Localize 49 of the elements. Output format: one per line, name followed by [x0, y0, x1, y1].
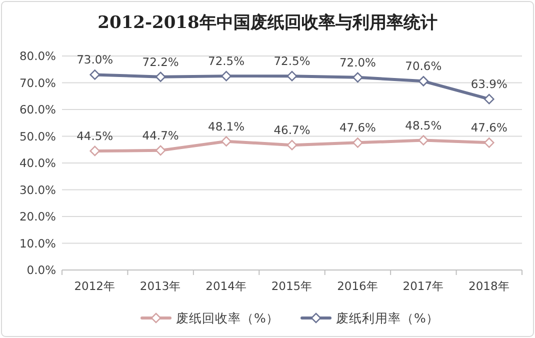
point [90, 70, 100, 80]
x-tick-label: 2013年 [140, 279, 182, 293]
point [418, 76, 429, 86]
point [90, 146, 100, 156]
data-label: 73.0% [76, 52, 114, 67]
point [155, 145, 166, 156]
y-tick-label: 20.0% [19, 210, 56, 224]
legend-item: 废纸利用率（%） [300, 310, 439, 326]
y-tick-label: 30.0% [19, 182, 56, 197]
point [286, 70, 298, 82]
y-tick-label: 80.0% [19, 49, 56, 63]
data-label: 72.2% [142, 54, 179, 69]
legend-label: 废纸利用率（%） [336, 310, 439, 326]
data-label: 44.5% [76, 128, 114, 143]
data-label: 48.1% [208, 119, 245, 134]
y-tick-label: 0.0% [26, 263, 56, 277]
legend-label: 废纸回收率（%） [176, 310, 279, 326]
x-tick-label: 2017年 [402, 279, 444, 293]
data-label: 48.5% [405, 118, 442, 132]
x-tick-label: 2015年 [271, 279, 313, 293]
y-tick-label: 70.0% [19, 76, 56, 90]
x-tick-label: 2014年 [206, 279, 247, 293]
point [352, 138, 363, 148]
data-label: 72.5% [274, 54, 310, 68]
y-tick-label: 40.0% [19, 156, 56, 170]
y-tick-label: 60.0% [19, 102, 56, 116]
y-tick-label: 50.0% [19, 129, 56, 144]
point [221, 136, 232, 146]
legend-item: 废纸回收率（%） [140, 310, 279, 326]
data-label: 72.5% [208, 54, 245, 68]
point [221, 70, 232, 82]
x-tick-label: 2018年 [468, 279, 510, 293]
data-label: 44.7% [142, 128, 179, 142]
point [352, 72, 363, 83]
y-tick-label: 10.0% [19, 236, 56, 250]
point [155, 72, 166, 82]
data-label: 47.6% [470, 120, 508, 135]
data-label: 46.7% [274, 123, 310, 138]
point [418, 135, 429, 146]
data-label: 72.0% [339, 55, 376, 70]
chart-title: 2012-2018年中国废纸回收率与利用率统计 [98, 13, 438, 33]
point [484, 138, 494, 148]
data-label: 47.6% [339, 120, 376, 135]
point [484, 94, 494, 104]
x-tick-label: 2016年 [337, 279, 378, 293]
point [286, 140, 298, 150]
data-label: 63.9% [470, 77, 508, 92]
data-label: 70.6% [405, 59, 442, 74]
x-tick-label: 2012年 [74, 279, 116, 293]
